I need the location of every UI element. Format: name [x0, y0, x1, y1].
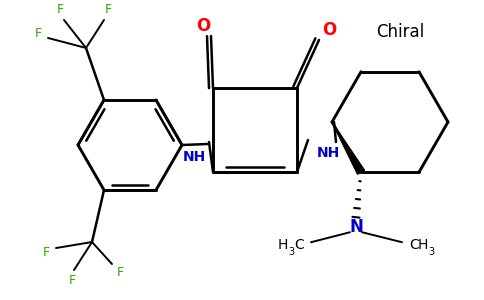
Text: O: O: [196, 17, 210, 35]
Text: F: F: [117, 266, 123, 278]
Text: C: C: [294, 238, 304, 252]
Polygon shape: [332, 122, 364, 174]
Text: N: N: [349, 218, 363, 236]
Text: NH: NH: [317, 146, 340, 160]
Text: C: C: [409, 238, 419, 252]
Text: Chiral: Chiral: [376, 23, 424, 41]
Text: O: O: [322, 21, 336, 39]
Text: F: F: [57, 4, 63, 16]
Text: 3: 3: [288, 247, 294, 257]
Text: F: F: [34, 28, 42, 40]
Text: F: F: [68, 274, 76, 286]
Text: NH: NH: [182, 150, 206, 164]
Text: H: H: [278, 238, 288, 252]
Text: F: F: [105, 4, 112, 16]
Text: F: F: [43, 245, 49, 259]
Text: H: H: [418, 238, 428, 252]
Text: 3: 3: [428, 247, 434, 257]
